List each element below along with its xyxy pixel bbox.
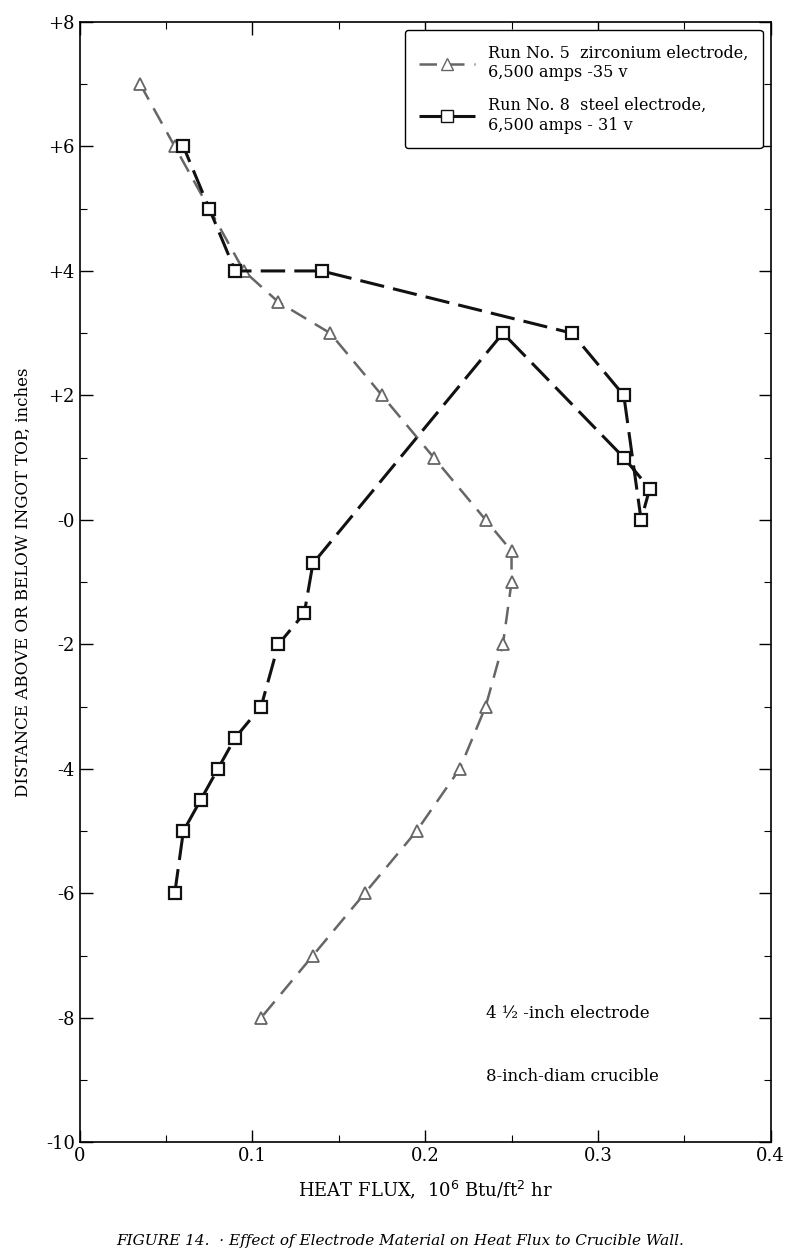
X-axis label: HEAT FLUX,  10$^6$ Btu/ft$^2$ hr: HEAT FLUX, 10$^6$ Btu/ft$^2$ hr: [298, 1179, 553, 1201]
Text: 4 ½ -inch electrode: 4 ½ -inch electrode: [486, 1006, 650, 1022]
Text: 8-inch-diam crucible: 8-inch-diam crucible: [486, 1067, 658, 1085]
Text: FIGURE 14.  · Effect of Electrode Material on Heat Flux to Crucible Wall.: FIGURE 14. · Effect of Electrode Materia…: [116, 1234, 684, 1248]
Legend: Run No. 5  zirconium electrode,
6,500 amps -35 v, Run No. 8  steel electrode,
6,: Run No. 5 zirconium electrode, 6,500 amp…: [405, 30, 762, 148]
Y-axis label: DISTANCE ABOVE OR BELOW INGOT TOP, inches: DISTANCE ABOVE OR BELOW INGOT TOP, inche…: [15, 367, 32, 796]
